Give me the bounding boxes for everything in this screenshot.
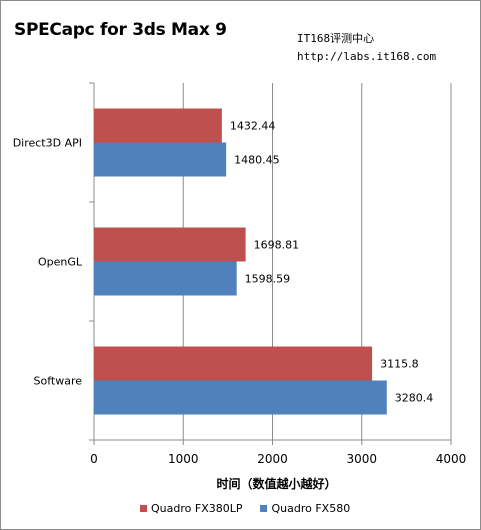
x-tick-label: 4000 <box>436 452 467 466</box>
bar-series-1 <box>94 227 246 262</box>
watermark-line-2: http://labs.it168.com <box>297 50 437 63</box>
chart-title: SPECapc for 3ds Max 9 <box>14 20 227 40</box>
watermark-line-1: IT168评测中心 <box>297 32 375 45</box>
x-axis-title: 时间（数值越小越好） <box>216 476 336 491</box>
x-tick-label: 3000 <box>346 452 377 466</box>
chart-legend: Quadro FX380LP Quadro FX580 <box>140 502 350 515</box>
legend-swatch-series-1 <box>140 505 147 512</box>
legend-item-series-2: Quadro FX580 <box>260 502 350 515</box>
x-tick-label: 2000 <box>257 452 288 466</box>
bar-series-2 <box>94 261 237 296</box>
legend-item-series-1: Quadro FX380LP <box>140 502 242 515</box>
bar-series-2 <box>94 380 387 415</box>
data-label: 1698.81 <box>254 239 299 252</box>
data-label: 3280.4 <box>395 392 434 405</box>
bar-series-1 <box>94 108 222 143</box>
x-tick-label: 1000 <box>168 452 199 466</box>
bar-series-1 <box>94 346 373 381</box>
legend-swatch-series-2 <box>260 505 268 512</box>
data-label: 3115.8 <box>380 358 419 371</box>
data-label: 1432.44 <box>230 120 276 133</box>
category-label: Software <box>34 375 83 388</box>
data-label: 1598.59 <box>245 273 291 286</box>
category-label: OpenGL <box>38 256 83 269</box>
x-tick-label: 0 <box>90 452 98 466</box>
data-label: 1480.45 <box>234 154 280 167</box>
legend-label-series-2: Quadro FX580 <box>271 502 351 515</box>
category-label: Direct3D API <box>13 137 82 150</box>
legend-label-series-1: Quadro FX380LP <box>151 502 243 515</box>
bar-series-2 <box>94 142 227 177</box>
